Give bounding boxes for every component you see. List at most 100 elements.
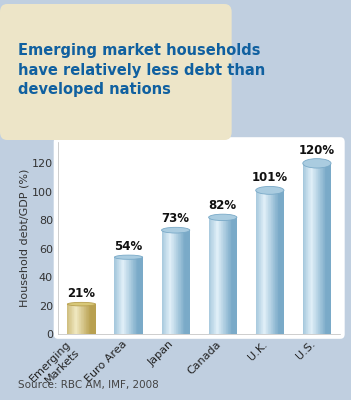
Bar xyxy=(317,163,318,334)
Bar xyxy=(329,163,330,334)
Bar xyxy=(217,217,218,334)
Bar xyxy=(228,217,229,334)
Bar xyxy=(141,257,142,334)
Bar xyxy=(224,217,225,334)
Bar xyxy=(73,304,74,334)
Bar xyxy=(311,163,312,334)
Bar xyxy=(223,217,224,334)
Bar xyxy=(125,257,126,334)
Bar xyxy=(265,190,266,334)
Bar xyxy=(231,217,232,334)
Bar xyxy=(76,304,77,334)
Bar xyxy=(138,257,139,334)
Bar xyxy=(72,304,73,334)
Bar xyxy=(185,230,186,334)
Bar xyxy=(276,190,277,334)
Bar xyxy=(129,257,130,334)
Ellipse shape xyxy=(208,331,237,337)
Bar xyxy=(176,230,177,334)
Ellipse shape xyxy=(114,332,143,336)
Bar xyxy=(134,257,135,334)
Bar xyxy=(189,230,190,334)
Bar xyxy=(188,230,189,334)
Bar xyxy=(259,190,260,334)
Ellipse shape xyxy=(256,186,284,194)
Bar xyxy=(236,217,237,334)
Bar xyxy=(277,190,278,334)
Ellipse shape xyxy=(114,255,143,259)
Bar xyxy=(266,190,267,334)
Bar xyxy=(171,230,172,334)
Bar xyxy=(78,304,79,334)
Bar xyxy=(274,190,275,334)
Bar xyxy=(319,163,320,334)
Bar xyxy=(269,190,270,334)
Bar xyxy=(260,190,261,334)
Text: 54%: 54% xyxy=(114,240,143,253)
Bar xyxy=(211,217,212,334)
Bar xyxy=(179,230,180,334)
Bar xyxy=(220,217,221,334)
Bar xyxy=(178,230,179,334)
Bar xyxy=(137,257,138,334)
Bar xyxy=(127,257,128,334)
Bar xyxy=(225,217,226,334)
Bar xyxy=(280,190,281,334)
Ellipse shape xyxy=(161,331,190,337)
Bar xyxy=(80,304,81,334)
Bar xyxy=(256,190,257,334)
Bar xyxy=(118,257,119,334)
Bar xyxy=(230,217,231,334)
Bar xyxy=(320,163,321,334)
Bar xyxy=(169,230,170,334)
Ellipse shape xyxy=(208,214,237,220)
Bar xyxy=(167,230,168,334)
Bar xyxy=(162,230,163,334)
Bar xyxy=(210,217,211,334)
Bar xyxy=(70,304,71,334)
Bar xyxy=(92,304,93,334)
Bar xyxy=(139,257,140,334)
Bar xyxy=(309,163,310,334)
Bar xyxy=(135,257,137,334)
Bar xyxy=(263,190,264,334)
Bar xyxy=(177,230,178,334)
Bar xyxy=(209,217,210,334)
Bar xyxy=(307,163,308,334)
Bar xyxy=(262,190,263,334)
Bar xyxy=(128,257,129,334)
Bar xyxy=(86,304,87,334)
Bar xyxy=(174,230,175,334)
Bar xyxy=(232,217,233,334)
Bar xyxy=(235,217,236,334)
Bar xyxy=(275,190,276,334)
Bar xyxy=(328,163,329,334)
Text: 120%: 120% xyxy=(299,144,335,156)
Bar xyxy=(161,230,162,334)
Bar xyxy=(181,230,182,334)
Bar xyxy=(82,304,83,334)
Bar xyxy=(323,163,324,334)
Bar xyxy=(133,257,134,334)
Bar xyxy=(211,217,212,334)
Bar xyxy=(282,190,283,334)
Bar xyxy=(216,217,217,334)
Text: Source: RBC AM, IMF, 2008: Source: RBC AM, IMF, 2008 xyxy=(18,380,158,390)
Bar xyxy=(183,230,184,334)
Y-axis label: Household debt/GDP (%): Household debt/GDP (%) xyxy=(19,169,29,307)
Bar xyxy=(138,257,139,334)
Bar xyxy=(186,230,187,334)
Bar xyxy=(173,230,174,334)
Bar xyxy=(176,230,177,334)
Bar xyxy=(83,304,84,334)
Bar xyxy=(184,230,185,334)
Bar xyxy=(122,257,123,334)
Bar xyxy=(85,304,86,334)
Bar xyxy=(163,230,164,334)
Bar xyxy=(136,257,137,334)
Bar xyxy=(330,163,331,334)
Bar xyxy=(229,217,230,334)
Bar xyxy=(233,217,234,334)
Bar xyxy=(227,217,228,334)
Ellipse shape xyxy=(67,332,95,336)
